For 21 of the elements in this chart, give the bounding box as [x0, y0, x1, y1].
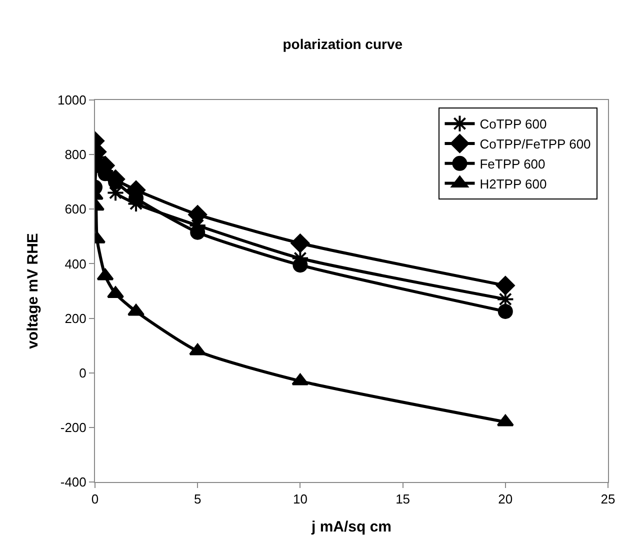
- legend-label: CoTPP 600: [480, 116, 547, 132]
- x-tick-label: 10: [292, 492, 308, 507]
- x-axis-title: j mA/sq cm: [310, 518, 392, 536]
- y-tick-label: 0: [79, 365, 86, 380]
- legend-label: H2TPP 600: [480, 176, 547, 192]
- y-tick-label: 600: [64, 202, 86, 217]
- x-tick-label: 15: [396, 492, 410, 507]
- y-tick-label: -200: [60, 420, 86, 435]
- legend-label: FeTPP 600: [480, 156, 546, 172]
- y-tick-label: 1000: [57, 92, 86, 108]
- legend-label: CoTPP/FeTPP 600: [480, 136, 591, 152]
- chart-title: polarization curve: [282, 36, 403, 52]
- x-tick-label: 20: [498, 492, 513, 507]
- x-tick-label: 25: [600, 492, 616, 507]
- y-tick-label: 400: [64, 256, 86, 272]
- y-axis-title: voltage mV RHE: [24, 233, 42, 349]
- x-tick-label: 5: [194, 492, 202, 507]
- y-tick-label: 200: [64, 310, 86, 326]
- y-tick-label: -400: [60, 474, 86, 490]
- y-tick-label: 800: [64, 147, 86, 162]
- x-tick-label: 0: [91, 492, 99, 507]
